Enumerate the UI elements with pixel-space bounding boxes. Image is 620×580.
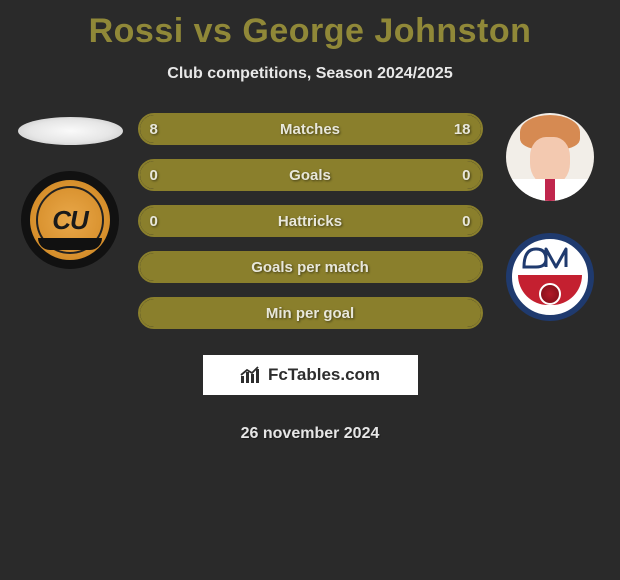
stat-label: Min per goal xyxy=(140,299,481,327)
brand-text: FcTables.com xyxy=(268,365,380,385)
chart-icon xyxy=(240,366,262,384)
stat-row: Goals0 0 xyxy=(138,159,483,191)
club-badge-text: CU xyxy=(52,205,88,236)
player-left-avatar xyxy=(18,117,123,145)
club-bw-monogram xyxy=(522,245,578,271)
stat-value-left: 8 xyxy=(150,115,158,143)
stat-row: Min per goal xyxy=(138,297,483,329)
stat-row: Hattricks0 0 xyxy=(138,205,483,237)
stat-label: Goals per match xyxy=(140,253,481,281)
right-column xyxy=(490,113,610,443)
brand-badge: FcTables.com xyxy=(203,355,418,395)
stat-label: Goals xyxy=(140,161,481,189)
club-badge-band xyxy=(38,238,102,250)
comparison-panel: CU Matches818Goals00Hattricks00Goals per… xyxy=(0,113,620,443)
stat-value-left: 0 xyxy=(150,161,158,189)
stat-value-right: 0 xyxy=(462,161,470,189)
player-left-club-badge: CU xyxy=(21,171,119,269)
stat-row: Matches8 18 xyxy=(138,113,483,145)
left-column: CU xyxy=(10,113,130,443)
stat-value-left: 0 xyxy=(150,207,158,235)
comparison-date: 26 november 2024 xyxy=(241,425,380,443)
player-right-avatar xyxy=(506,113,594,201)
stat-row: Goals per match xyxy=(138,251,483,283)
stat-value-right: 0 xyxy=(462,207,470,235)
stat-value-right: 18 xyxy=(454,115,471,143)
page-subtitle: Club competitions, Season 2024/2025 xyxy=(0,65,620,83)
stat-label: Matches xyxy=(140,115,481,143)
stats-column: Matches818Goals00Hattricks00Goals per ma… xyxy=(130,113,490,443)
page-title: Rossi vs George Johnston xyxy=(0,0,620,51)
stat-label: Hattricks xyxy=(140,207,481,235)
player-right-club-badge xyxy=(506,233,594,321)
